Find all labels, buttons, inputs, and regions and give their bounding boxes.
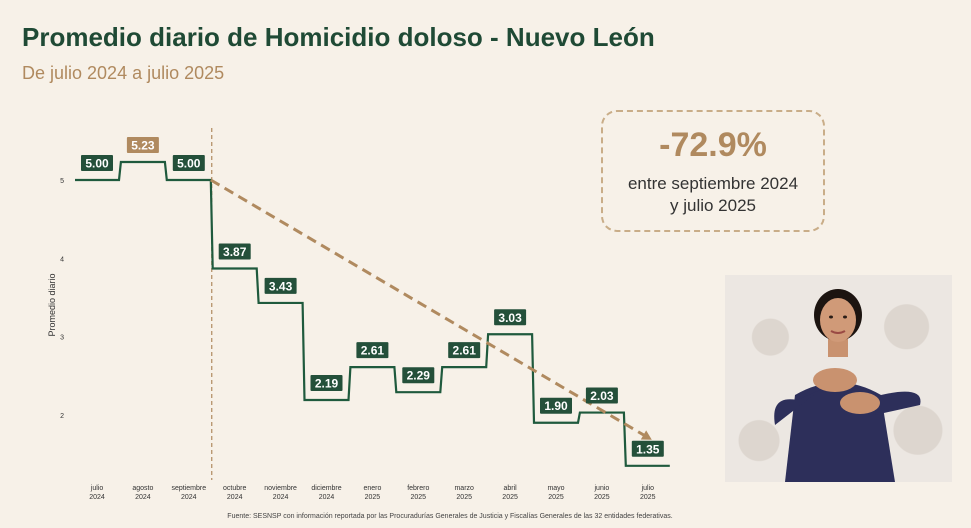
data-label: 5.00: [81, 155, 113, 171]
x-tick-label: agosto 2024: [132, 485, 153, 501]
data-label-text: 3.03: [498, 311, 522, 325]
data-label: 2.19: [310, 375, 343, 392]
data-label-box: [585, 387, 618, 404]
data-label-text: 2.29: [407, 369, 431, 383]
y-tick-label: 5: [60, 178, 64, 185]
data-label-box: [172, 155, 205, 171]
x-tick-label: julio 2024: [89, 485, 105, 501]
x-tick-label: junio 2025: [594, 485, 610, 501]
data-label: 5.23: [126, 136, 159, 153]
data-label-box: [356, 342, 389, 359]
x-tick-label: noviembre 2024: [264, 485, 297, 501]
trend-arrow-line: [210, 178, 653, 442]
chart-title: Promedio diario de Homicidio doloso - Nu…: [22, 22, 655, 52]
data-label-text: 5.00: [85, 157, 109, 171]
reduction-percentage: -72.9%: [659, 126, 767, 164]
x-tick-label: enero 2025: [363, 485, 381, 501]
y-tick-label: 4: [60, 256, 64, 263]
data-label-text: 1.35: [636, 442, 660, 456]
data-label: 3.87: [218, 243, 251, 260]
y-tick-label: 3: [60, 335, 64, 342]
sign-language-interpreter: [725, 275, 952, 482]
data-label-box: [81, 155, 113, 171]
data-label: 3.03: [494, 309, 527, 326]
data-label: 3.43: [264, 277, 297, 294]
y-axis-label: Promedio diario: [47, 273, 57, 336]
x-tick-label: mayo 2025: [547, 485, 564, 501]
source-note: Fuente: SESNSP con información reportada…: [227, 513, 673, 520]
reduction-description: entre septiembre 2024 y julio 2025: [627, 174, 799, 215]
data-label-text: 3.87: [223, 245, 247, 259]
data-label-box: [402, 367, 435, 384]
chart-subtitle: De julio 2024 a julio 2025: [22, 63, 225, 83]
data-label-text: 5.23: [131, 138, 155, 152]
data-label: 2.61: [356, 342, 389, 359]
data-label: 2.61: [448, 342, 481, 359]
data-label-box: [540, 397, 572, 414]
series-step-line: [75, 160, 670, 467]
data-label-box: [631, 440, 664, 457]
data-label-box: [126, 136, 159, 153]
data-label-box: [218, 243, 251, 260]
data-label: 2.29: [402, 367, 435, 384]
data-label-text: 3.43: [269, 279, 293, 293]
data-label-text: 5.00: [177, 157, 201, 171]
data-label-text: 2.03: [590, 389, 614, 403]
x-tick-label: julio 2025: [640, 485, 656, 501]
data-label-text: 2.61: [453, 344, 477, 358]
interpreter-figure: [774, 289, 921, 482]
x-tick-label: marzo 2025: [454, 485, 474, 501]
x-tick-label: abril 2025: [502, 485, 518, 501]
x-tick-label: septiembre 2024: [171, 485, 206, 501]
data-label-text: 2.19: [315, 377, 339, 391]
x-tick-label: febrero 2025: [407, 485, 429, 501]
reduction-callout: -72.9% entre septiembre 2024 y julio 202…: [601, 110, 825, 232]
data-label-box: [310, 375, 343, 392]
trend-arrow-head: [640, 430, 652, 440]
data-label-box: [264, 277, 297, 294]
data-label: 5.00: [172, 155, 205, 171]
y-tick-label: 2: [60, 413, 64, 420]
data-label-box: [448, 342, 481, 359]
data-label-box: [494, 309, 527, 326]
x-tick-label: octubre 2024: [223, 485, 246, 501]
data-label-text: 2.61: [361, 344, 385, 358]
data-label: 1.35: [631, 440, 664, 457]
data-label-text: 1.90: [544, 399, 568, 413]
x-tick-label: diciembre 2024: [311, 485, 341, 501]
data-label: 1.90: [540, 397, 572, 414]
data-label: 2.03: [585, 387, 618, 404]
